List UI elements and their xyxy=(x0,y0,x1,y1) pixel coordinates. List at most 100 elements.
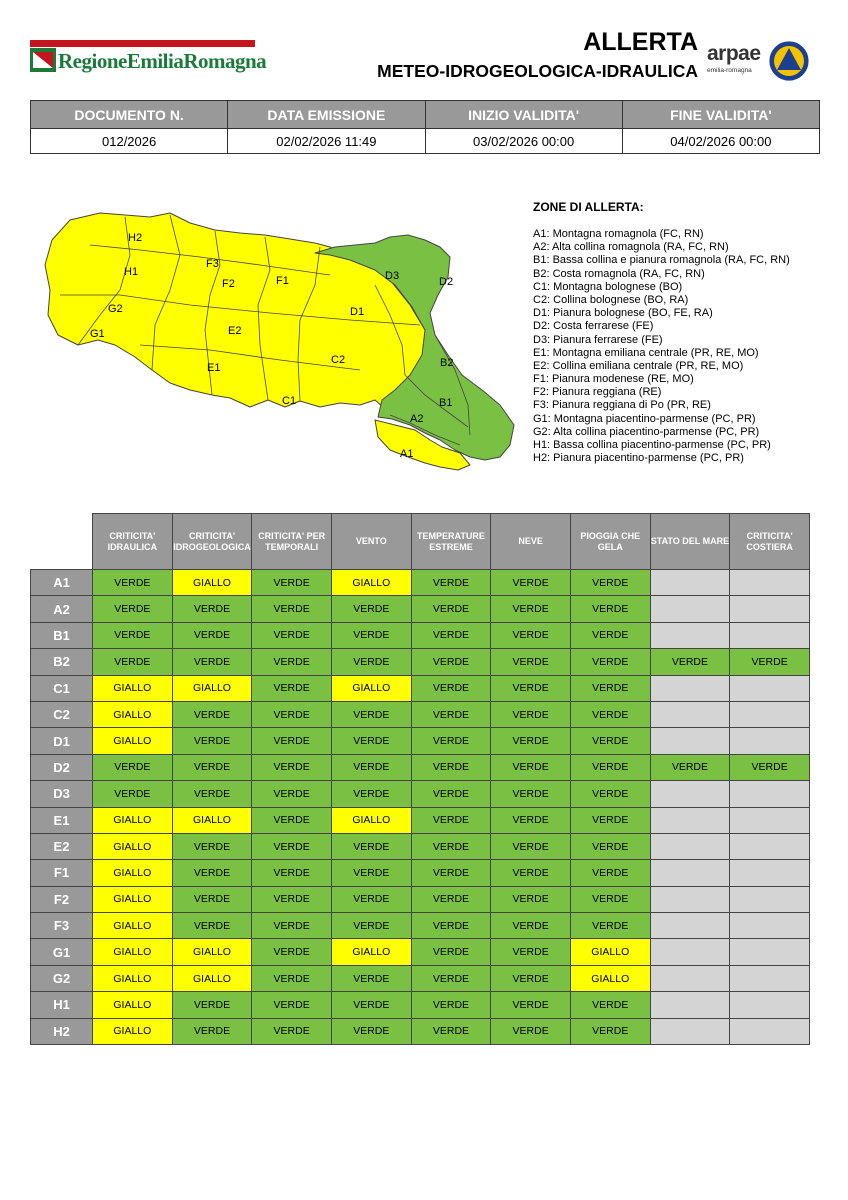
map-zone-border xyxy=(257,236,271,401)
zone-legend-item: B2: Costa romagnola (RA, FC, RN) xyxy=(533,267,705,280)
alert-level-cell: VERDE xyxy=(330,964,412,993)
alert-level-cell: VERDE xyxy=(330,832,412,861)
alert-level-cell: GIALLO xyxy=(92,674,173,702)
alert-level-cell: VERDE xyxy=(330,753,412,782)
zone-legend-item: F1: Pianura modenese (RE, MO) xyxy=(533,373,694,386)
alert-level-cell: VERDE xyxy=(490,964,571,993)
map-zone-border xyxy=(204,230,221,396)
page-title: ALLERTA xyxy=(583,28,698,56)
alert-level-cell: VERDE xyxy=(410,753,492,782)
table-row: E2 GIALLO VERDE VERDE VERDE VERDE VERDE VERDE xyxy=(30,832,810,861)
not-applicable-cell xyxy=(729,806,810,834)
zones-legend-title: ZONE DI ALLERTA: xyxy=(533,200,644,214)
zone-code-cell: B1 xyxy=(30,621,93,650)
not-applicable-cell xyxy=(729,700,810,729)
zone-code-cell: F1 xyxy=(30,859,93,887)
not-applicable-cell xyxy=(729,568,810,597)
zone-code-cell: G2 xyxy=(30,964,93,993)
alert-level-cell: VERDE xyxy=(92,780,173,808)
alert-level-cell: VERDE xyxy=(251,674,332,702)
alert-level-cell: VERDE xyxy=(569,674,651,702)
zone-code-cell: E2 xyxy=(30,832,93,861)
alert-level-cell: VERDE xyxy=(171,991,253,1019)
table-row: A2 VERDE VERDE VERDE VERDE VERDE VERDE VERDE xyxy=(30,595,810,623)
alert-level-cell: VERDE xyxy=(490,648,571,676)
arpae-logo: arpae emilia-romagna xyxy=(705,42,765,78)
zone-code-cell: F3 xyxy=(30,912,93,940)
table-row: E1 GIALLO GIALLO VERDE GIALLO VERDE VERDE VERDE xyxy=(30,806,810,834)
civil-protection-logo-icon xyxy=(768,40,810,82)
not-applicable-cell xyxy=(729,859,810,887)
zone-legend-item: G2: Alta collina piacentino-parmense (PC… xyxy=(533,425,760,438)
alert-level-cell: VERDE xyxy=(92,595,173,623)
not-applicable-cell xyxy=(649,912,731,940)
alert-level-cell: VERDE xyxy=(330,780,412,808)
table-row: C1 GIALLO GIALLO VERDE GIALLO VERDE VERDE VERDE xyxy=(30,674,810,702)
issue-date-header: DATA EMISSIONE xyxy=(227,100,426,129)
column-header: NEVE xyxy=(490,513,571,570)
alert-level-cell: VERDE xyxy=(330,991,412,1019)
alert-level-cell: VERDE xyxy=(410,1017,492,1046)
not-applicable-cell xyxy=(649,674,731,702)
map-zone-border xyxy=(389,414,461,446)
region-logo-bar xyxy=(30,40,255,47)
table-row: F1 GIALLO VERDE VERDE VERDE VERDE VERDE VERDE xyxy=(30,859,810,887)
not-applicable-cell xyxy=(729,964,810,993)
validity-end-value: 04/02/2026 00:00 xyxy=(621,128,821,154)
alert-level-cell: VERDE xyxy=(490,700,571,729)
zone-code-cell: G1 xyxy=(30,938,93,966)
alert-level-cell: VERDE xyxy=(410,595,492,623)
table-row: D2 VERDE VERDE VERDE VERDE VERDE VERDE VERDE VER… xyxy=(30,753,810,782)
alert-level-cell: GIALLO xyxy=(569,938,651,966)
region-logo-text: RegioneEmiliaRomagna xyxy=(58,49,267,73)
alert-level-cell: VERDE xyxy=(251,1017,332,1046)
alert-level-cell: VERDE xyxy=(330,621,412,650)
alert-level-cell: GIALLO xyxy=(92,727,173,755)
alert-level-cell: VERDE xyxy=(410,806,492,834)
alert-level-cell: VERDE xyxy=(410,964,492,993)
table-row: B1 VERDE VERDE VERDE VERDE VERDE VERDE VERDE xyxy=(30,621,810,650)
alert-level-cell: VERDE xyxy=(330,648,412,676)
alert-level-cell: GIALLO xyxy=(92,806,173,834)
alert-level-cell: VERDE xyxy=(649,648,731,676)
alert-level-cell: VERDE xyxy=(490,1017,571,1046)
alert-table-body: A1 VERDE GIALLO VERDE GIALLO VERDE VERDE VERDE A… xyxy=(30,568,810,1046)
alert-level-cell: GIALLO xyxy=(171,568,253,597)
alert-level-cell: GIALLO xyxy=(92,938,173,966)
alert-level-cell: VERDE xyxy=(410,648,492,676)
alert-level-cell: VERDE xyxy=(251,700,332,729)
alert-level-cell: VERDE xyxy=(171,885,253,914)
alert-level-cell: VERDE xyxy=(490,832,571,861)
map-label-b2: B2 xyxy=(440,357,453,369)
not-applicable-cell xyxy=(649,568,731,597)
zone-legend-item: F2: Pianura reggiana (RE) xyxy=(533,386,662,399)
alert-level-cell: VERDE xyxy=(569,648,651,676)
zone-legend-item: E1: Montagna emiliana centrale (PR, RE, … xyxy=(533,346,759,359)
map-label-g2: G2 xyxy=(108,303,123,315)
document-number-value: 012/2026 xyxy=(29,128,229,154)
zone-code-cell: H2 xyxy=(30,1017,93,1046)
not-applicable-cell xyxy=(649,621,731,650)
zone-legend-item: A2: Alta collina romagnola (RA, FC, RN) xyxy=(533,241,729,254)
alert-level-cell: VERDE xyxy=(251,727,332,755)
validity-start-header: INIZIO VALIDITA' xyxy=(424,100,623,129)
alert-level-cell: VERDE xyxy=(251,753,332,782)
alert-level-cell: VERDE xyxy=(92,621,173,650)
alert-level-cell: VERDE xyxy=(490,859,571,887)
alert-level-cell: VERDE xyxy=(171,595,253,623)
alert-level-cell: VERDE xyxy=(569,700,651,729)
zone-legend-item: G1: Montagna piacentino-parmense (PC, PR… xyxy=(533,412,756,425)
alert-level-cell: VERDE xyxy=(251,859,332,887)
alert-level-cell: VERDE xyxy=(251,991,332,1019)
alert-level-cell: VERDE xyxy=(569,568,651,597)
alert-level-cell: VERDE xyxy=(729,753,810,782)
alert-level-cell: GIALLO xyxy=(330,568,412,597)
alert-level-cell: VERDE xyxy=(330,885,412,914)
alert-level-cell: VERDE xyxy=(569,991,651,1019)
alert-level-cell: VERDE xyxy=(330,595,412,623)
alert-level-cell: VERDE xyxy=(410,700,492,729)
alert-level-cell: VERDE xyxy=(330,727,412,755)
not-applicable-cell xyxy=(729,938,810,966)
zone-code-cell: C2 xyxy=(30,700,93,729)
alert-level-cell: VERDE xyxy=(171,859,253,887)
